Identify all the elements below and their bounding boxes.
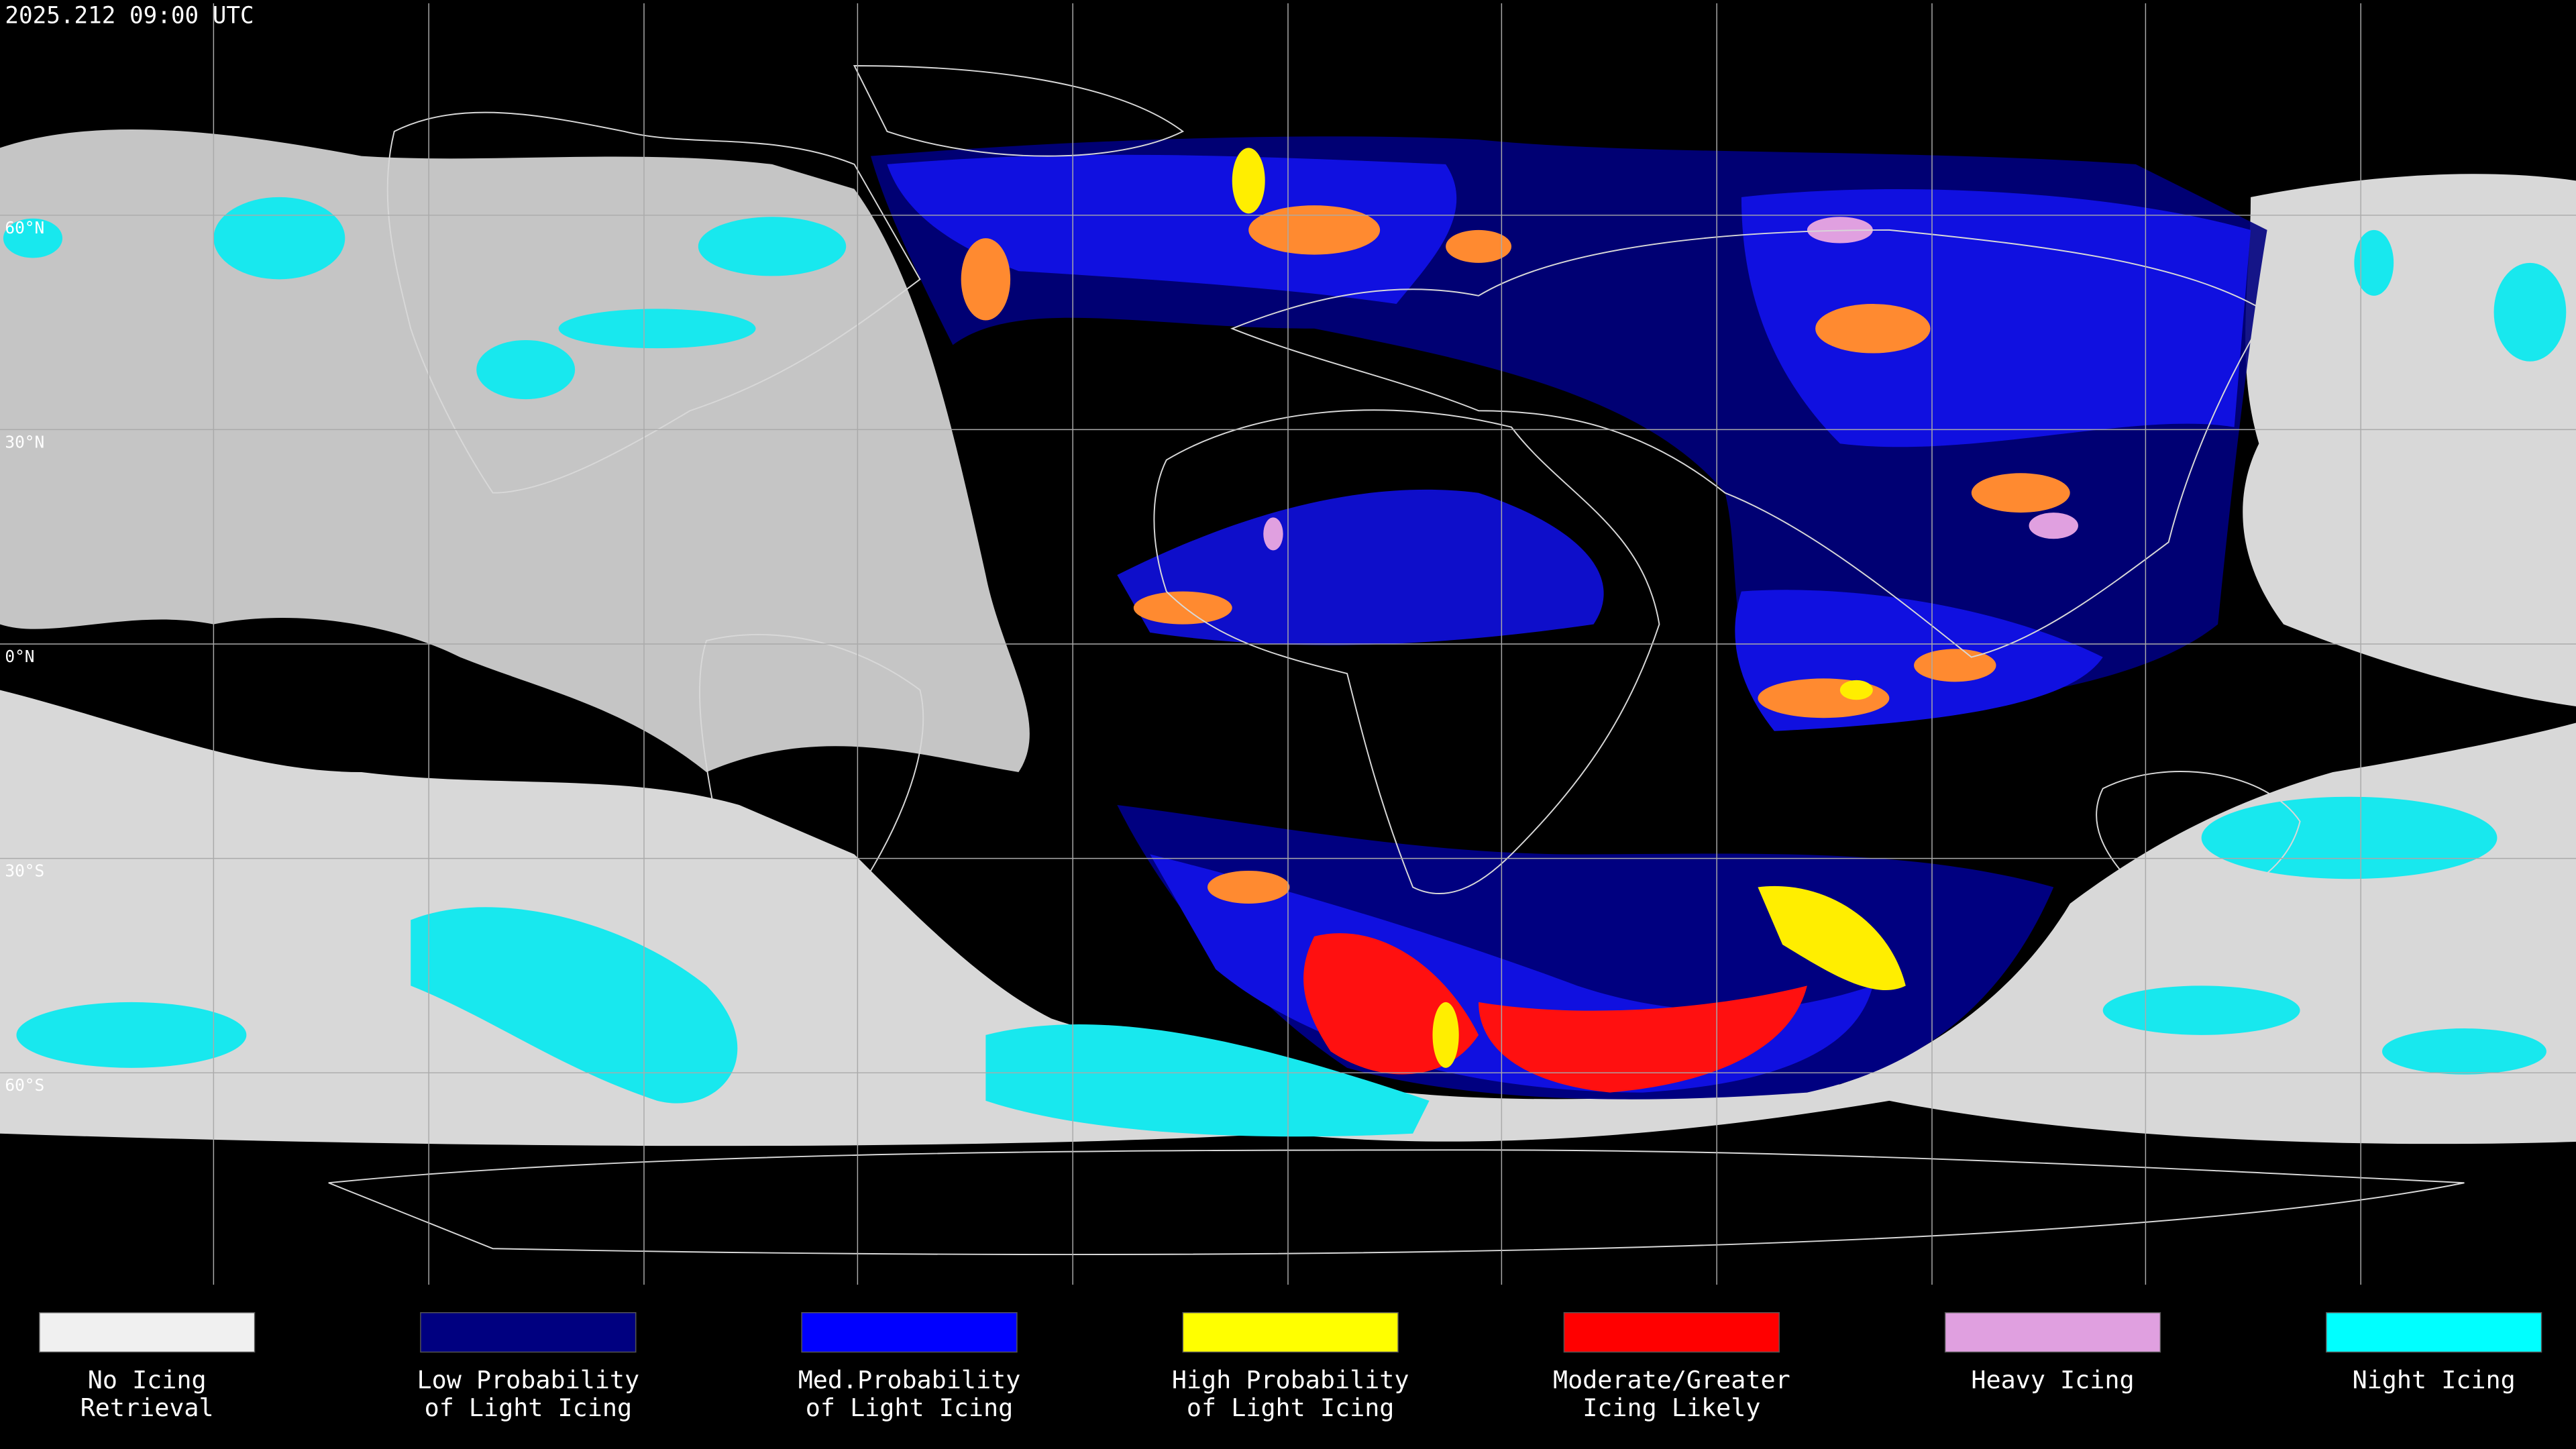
legend-label: Low Probability <box>417 1365 640 1394</box>
timestamp: 2025.212 09:00 UTC <box>5 2 254 29</box>
top-edge <box>0 0 2576 3</box>
disk-retrieval <box>870 136 2267 1099</box>
graticule <box>0 0 2576 1285</box>
legend-label: of Light Icing <box>425 1393 633 1422</box>
latitude-label: 60°N <box>5 218 44 237</box>
legend-label: Moderate/Greater <box>1553 1365 1790 1394</box>
legend-swatch <box>801 1312 1018 1353</box>
legend-label: Night Icing <box>2353 1365 2516 1394</box>
coastlines <box>328 64 2465 1256</box>
legend-label: Retrieval <box>80 1393 214 1422</box>
latitude-label: 60°S <box>5 1075 44 1095</box>
legend-label: Heavy Icing <box>1971 1365 2134 1394</box>
legend-label: No Icing <box>88 1365 207 1394</box>
legend-label: Icing Likely <box>1582 1393 1760 1422</box>
latitude-label: 30°N <box>5 432 44 451</box>
legend-swatch <box>420 1312 637 1353</box>
legend-swatch <box>2326 1312 2542 1353</box>
legend-swatch <box>1563 1312 1780 1353</box>
legend-label: of Light Icing <box>1187 1393 1395 1422</box>
latitude-label: 30°S <box>5 861 44 881</box>
legend-swatch <box>1182 1312 1399 1353</box>
legend-swatch <box>1944 1312 2161 1353</box>
legend-label: High Probability <box>1172 1365 1409 1394</box>
legend-label: Med.Probability <box>798 1365 1021 1394</box>
legend-swatch <box>39 1312 256 1353</box>
legend-label: of Light Icing <box>806 1393 1013 1422</box>
latitude-label: 0°N <box>5 647 34 666</box>
